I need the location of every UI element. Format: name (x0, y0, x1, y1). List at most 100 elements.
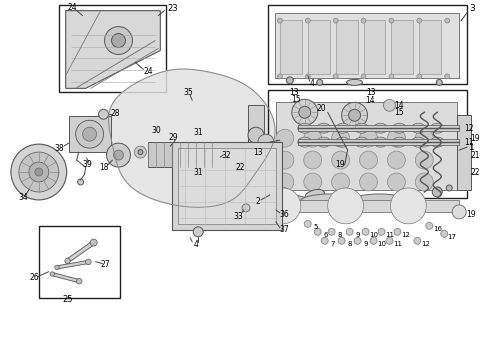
Circle shape (317, 80, 323, 85)
Circle shape (414, 237, 421, 244)
Circle shape (98, 109, 108, 119)
Ellipse shape (298, 137, 312, 147)
Circle shape (156, 150, 161, 154)
Text: 14: 14 (394, 101, 404, 110)
Text: 10: 10 (377, 241, 386, 247)
Circle shape (276, 151, 294, 169)
Circle shape (304, 129, 322, 147)
Polygon shape (67, 241, 95, 262)
Ellipse shape (317, 137, 331, 147)
Circle shape (314, 228, 321, 235)
Circle shape (386, 237, 393, 244)
Ellipse shape (300, 194, 360, 210)
Circle shape (332, 129, 349, 147)
Circle shape (276, 129, 294, 147)
Text: 4: 4 (194, 240, 198, 249)
Text: 22: 22 (235, 163, 245, 172)
Circle shape (277, 18, 282, 23)
Circle shape (171, 146, 182, 158)
Ellipse shape (355, 137, 368, 147)
Circle shape (378, 228, 385, 235)
Text: 19: 19 (470, 134, 480, 143)
Text: 22: 22 (470, 167, 480, 176)
Circle shape (384, 99, 395, 111)
Text: 28: 28 (111, 109, 120, 118)
Circle shape (242, 204, 250, 212)
Bar (298, 125, 459, 131)
Ellipse shape (373, 137, 388, 147)
Text: 12: 12 (421, 241, 430, 247)
Circle shape (277, 74, 282, 79)
Text: 5: 5 (314, 224, 318, 230)
Circle shape (86, 259, 91, 265)
Text: 10: 10 (369, 232, 378, 238)
Circle shape (174, 150, 179, 154)
Circle shape (361, 18, 366, 23)
Bar (364, 20, 386, 75)
Text: 26: 26 (29, 273, 39, 282)
Circle shape (394, 228, 401, 235)
Text: 11: 11 (393, 241, 402, 247)
Circle shape (305, 18, 310, 23)
Circle shape (138, 150, 143, 154)
Text: 15: 15 (394, 108, 404, 117)
Ellipse shape (392, 137, 406, 147)
Circle shape (304, 220, 311, 227)
Circle shape (104, 27, 132, 54)
Ellipse shape (336, 137, 349, 147)
Circle shape (321, 237, 328, 244)
Text: 7: 7 (330, 241, 335, 247)
Circle shape (65, 258, 71, 264)
Circle shape (281, 188, 289, 196)
Text: 13: 13 (253, 148, 263, 157)
Circle shape (276, 173, 294, 191)
Circle shape (114, 150, 123, 160)
Circle shape (305, 74, 310, 79)
Bar (255, 200, 459, 212)
Circle shape (416, 129, 433, 147)
Circle shape (346, 228, 353, 235)
Polygon shape (57, 260, 89, 269)
Circle shape (342, 102, 368, 128)
Text: 19: 19 (335, 159, 344, 168)
Bar (298, 139, 459, 145)
Circle shape (370, 237, 377, 244)
Text: 34: 34 (18, 193, 28, 202)
Circle shape (360, 151, 377, 169)
Circle shape (75, 120, 103, 148)
Text: 36: 36 (279, 210, 289, 219)
Text: 20: 20 (317, 104, 326, 113)
Polygon shape (66, 11, 160, 88)
Circle shape (55, 265, 59, 270)
Text: 11: 11 (465, 138, 474, 147)
Circle shape (348, 109, 361, 121)
Circle shape (106, 143, 130, 167)
Text: 8: 8 (347, 241, 352, 247)
Text: 24: 24 (144, 67, 153, 76)
Text: 17: 17 (448, 234, 457, 240)
Circle shape (76, 278, 82, 284)
Text: 12: 12 (465, 124, 474, 133)
Ellipse shape (305, 189, 324, 201)
Text: 16: 16 (433, 226, 442, 232)
Circle shape (332, 173, 349, 191)
Circle shape (441, 230, 448, 237)
Circle shape (292, 99, 318, 125)
Ellipse shape (317, 123, 331, 133)
Text: 24: 24 (68, 3, 77, 12)
Text: 27: 27 (101, 260, 110, 269)
Ellipse shape (430, 137, 444, 147)
Circle shape (388, 173, 405, 191)
Circle shape (389, 74, 394, 79)
Circle shape (286, 77, 294, 84)
Text: 33: 33 (233, 212, 243, 221)
Polygon shape (109, 69, 275, 207)
Text: 13: 13 (367, 88, 376, 97)
Text: 23: 23 (167, 4, 177, 13)
Circle shape (388, 129, 405, 147)
Text: 15: 15 (291, 95, 301, 104)
Circle shape (361, 74, 366, 79)
Circle shape (417, 74, 422, 79)
Circle shape (50, 272, 54, 276)
Circle shape (332, 151, 349, 169)
